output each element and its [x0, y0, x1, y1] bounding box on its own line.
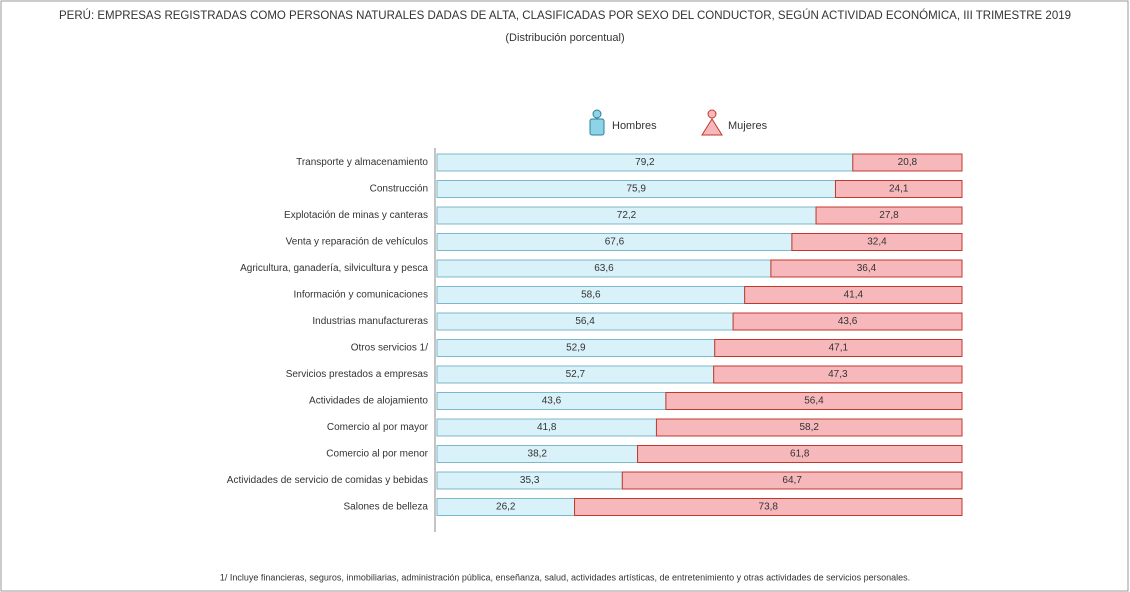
bar-segment: [574, 498, 963, 516]
value-label: 52,9: [566, 343, 586, 354]
value-label: 52,7: [566, 369, 586, 380]
value-label: 47,3: [828, 369, 848, 380]
category-label: Comercio al por menor: [326, 449, 428, 460]
category-label: Servicios prestados a empresas: [286, 369, 428, 380]
bar-segment: [665, 392, 963, 410]
category-label: Comercio al por mayor: [327, 422, 429, 433]
value-label: 32,4: [867, 237, 887, 248]
bar-segment: [621, 471, 963, 490]
category-label: Agricultura, ganadería, silvicultura y p…: [240, 263, 428, 274]
legend-label: Mujeres: [728, 120, 768, 132]
bar-segment: [714, 339, 963, 357]
value-label: 43,6: [542, 396, 562, 407]
value-label: 47,1: [829, 343, 849, 354]
value-label: 58,2: [799, 422, 819, 433]
bar-segment: [655, 418, 963, 437]
category-label: Construcción: [370, 184, 428, 195]
value-label: 58,6: [581, 290, 601, 301]
value-label: 56,4: [575, 316, 595, 327]
chart-subtitle: (Distribución porcentual): [505, 32, 624, 44]
category-label: Industrias manufactureras: [312, 316, 428, 327]
bar-segment: [852, 153, 963, 172]
category-label: Actividades de servicio de comidas y beb…: [227, 475, 428, 486]
bar-segment: [637, 445, 963, 463]
category-label: Transporte y almacenamiento: [296, 157, 428, 168]
value-label: 75,9: [627, 184, 647, 195]
bar-segment: [770, 259, 963, 278]
value-label: 61,8: [790, 449, 810, 460]
legend-icon-men: [589, 109, 605, 136]
value-label: 73,8: [759, 502, 779, 513]
bar-segment: [791, 233, 963, 251]
category-label: Explotación de minas y canteras: [284, 210, 428, 221]
bar-segment: [732, 312, 963, 331]
value-label: 72,2: [617, 210, 637, 221]
value-label: 67,6: [605, 237, 625, 248]
value-label: 63,6: [594, 263, 614, 274]
value-label: 20,8: [898, 157, 918, 168]
value-label: 35,3: [520, 475, 540, 486]
value-label: 64,7: [782, 475, 802, 486]
value-label: 79,2: [635, 157, 655, 168]
chart-title: PERÚ: EMPRESAS REGISTRADAS COMO PERSONAS…: [59, 9, 1071, 22]
value-label: 27,8: [879, 210, 899, 221]
value-label: 24,1: [889, 184, 909, 195]
value-label: 38,2: [528, 449, 548, 460]
bar-segment: [744, 286, 963, 304]
category-label: Venta y reparación de vehículos: [286, 237, 428, 248]
bar-segment: [834, 180, 963, 198]
value-label: 43,6: [838, 316, 858, 327]
category-label: Actividades de alojamiento: [309, 396, 428, 407]
bar-segment: [815, 206, 963, 225]
value-label: 41,8: [537, 422, 557, 433]
value-label: 41,4: [844, 290, 864, 301]
value-label: 56,4: [804, 396, 824, 407]
bar-segment: [713, 365, 963, 384]
value-label: 36,4: [857, 263, 877, 274]
category-label: Otros servicios 1/: [351, 343, 428, 354]
value-label: 26,2: [496, 502, 516, 513]
category-label: Salones de belleza: [343, 502, 428, 513]
legend-label: Hombres: [612, 120, 657, 132]
category-label: Información y comunicaciones: [293, 290, 428, 301]
legend-icon-women: [701, 109, 723, 136]
footnote: 1/ Incluye financieras, seguros, inmobil…: [220, 572, 910, 582]
